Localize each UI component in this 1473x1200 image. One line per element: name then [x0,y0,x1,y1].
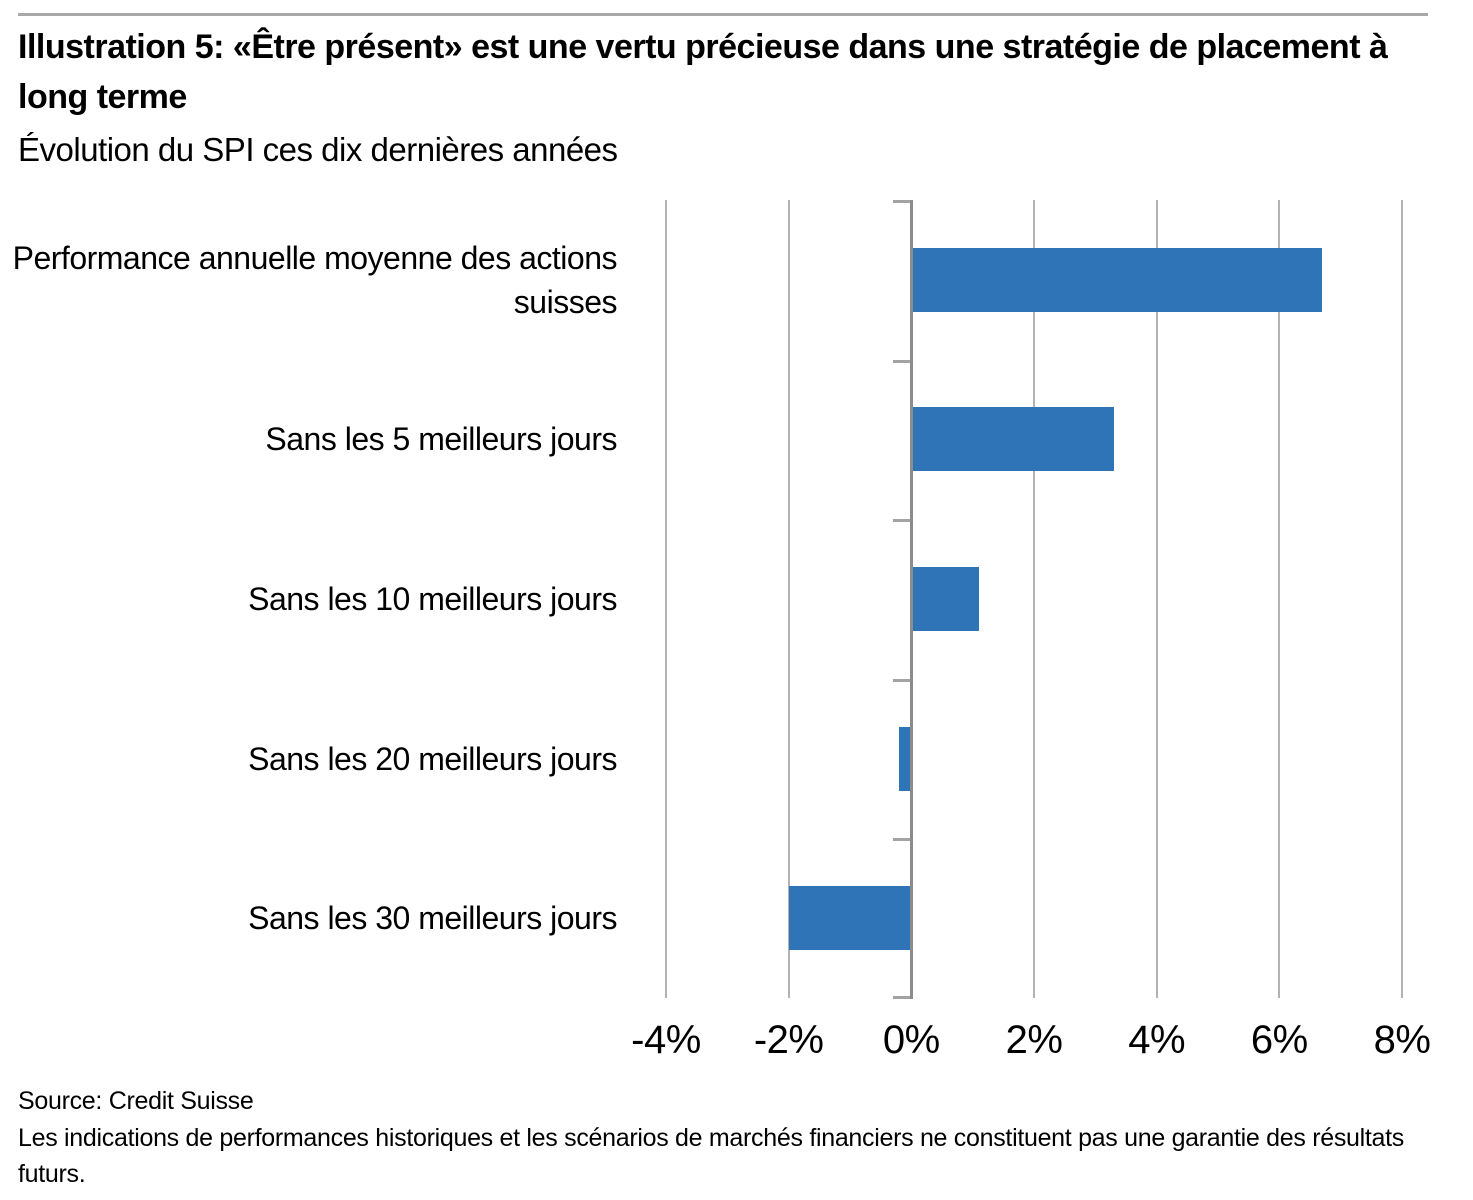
zero-axis-line [909,200,913,999]
bar [788,886,910,951]
chart-subtitle: Évolution du SPI ces dix dernières année… [18,131,618,168]
chart-title: Illustration 5: «Être présent» est une v… [18,28,1388,116]
bar [899,726,910,791]
x-tick-label: -4% [631,1018,701,1062]
bar [912,407,1114,472]
source-note: Source: Credit Suisse [18,1087,254,1115]
gridline [665,200,667,998]
axis-tick [893,519,911,523]
bar [912,247,1323,312]
axis-tick [893,678,911,682]
gridline [1033,200,1035,998]
axis-tick [893,200,911,203]
x-tick-label: -2% [753,1018,824,1062]
gridline [787,200,790,998]
x-tick-label: 6% [1250,1018,1308,1062]
gridline [1278,200,1281,998]
disclaimer-text: Les indications de performances historiq… [18,1124,1405,1188]
x-tick-label: 0% [882,1018,940,1062]
x-tick-label: 8% [1373,1018,1431,1062]
top-divider-rule [18,13,1428,16]
gridline [1401,200,1403,998]
category-label: Sans les 10 meilleurs jours [248,580,617,617]
axis-tick [893,996,911,999]
category-label: Sans les 5 meilleurs jours [265,421,617,458]
category-label: Sans les 30 meilleurs jours [248,900,617,937]
x-tick-label: 2% [1005,1018,1063,1062]
axis-tick [893,838,911,842]
category-label: Performance annuelle moyenne des actions… [12,239,618,320]
axis-tick [893,359,911,363]
x-tick-label: 4% [1128,1018,1186,1062]
category-label: Sans les 20 meilleurs jours [248,740,617,777]
bar [912,567,979,631]
gridline [1155,200,1158,998]
